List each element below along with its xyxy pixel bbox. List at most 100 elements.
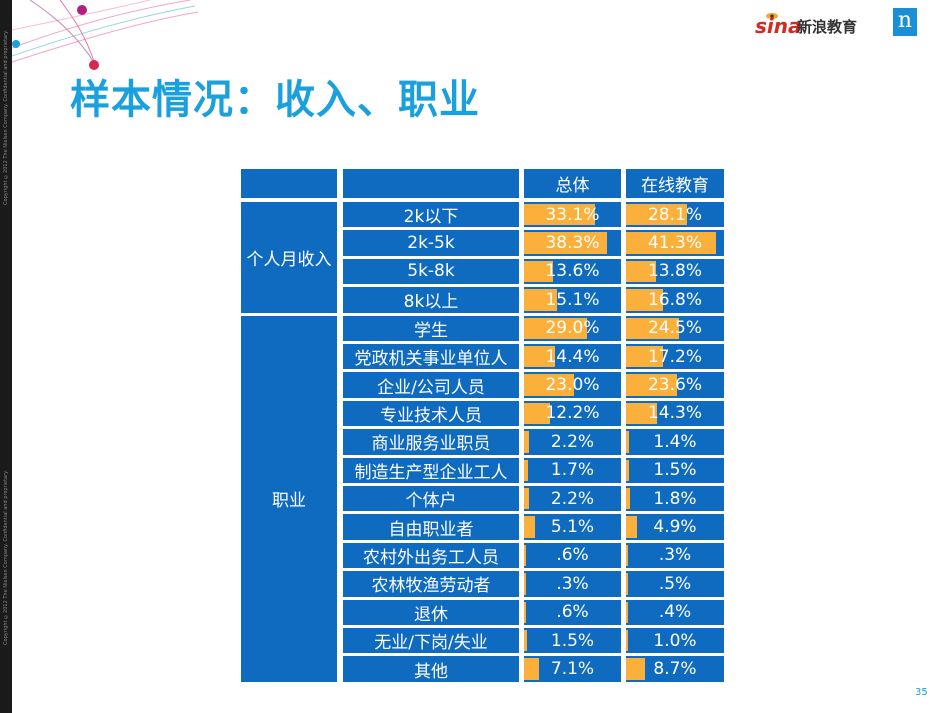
overall-value-cell: .6% <box>524 599 621 625</box>
sina-eye-icon <box>766 13 778 19</box>
online-value-cell: 1.8% <box>626 486 724 512</box>
overall-value-text: .6% <box>556 602 589 623</box>
online-value-text: 1.5% <box>653 460 697 481</box>
overall-value-cell: 2.2% <box>524 486 621 512</box>
online-value-bar <box>626 317 680 339</box>
overall-value-bar <box>524 488 529 510</box>
row-label-cell: 农林牧渔劳动者 <box>343 571 519 597</box>
row-label-cell: 党政机关事业单位人 <box>343 344 519 370</box>
online-value-bar <box>626 488 630 510</box>
online-value-bar <box>626 630 629 652</box>
online-value-text: 16.8% <box>647 289 702 310</box>
online-value-bar <box>626 516 637 538</box>
online-value-bar <box>626 402 658 425</box>
online-value-text: 17.2% <box>647 346 702 367</box>
row-label-cell: 2k以下 <box>343 202 519 228</box>
overall-value-text: 38.3% <box>545 233 600 254</box>
online-value-cell: 17.2% <box>626 344 724 370</box>
overall-value-cell: 29.0% <box>524 315 621 341</box>
row-label-cell: 商业服务业职员 <box>343 429 519 455</box>
page-title: 样本情况：收入、职业 <box>70 77 480 123</box>
online-value-bar <box>626 459 630 481</box>
overall-value-cell: 5.1% <box>524 514 621 540</box>
overall-value-text: .3% <box>556 573 589 594</box>
overall-value-cell: 14.4% <box>524 344 621 370</box>
copyright-text-bottom: Copyright ©2012 The Nielsen Company. Con… <box>3 470 9 645</box>
online-value-cell: 13.8% <box>626 258 724 285</box>
overall-value-cell: 12.2% <box>524 400 621 427</box>
overall-value-bar <box>524 374 574 396</box>
overall-value-cell: 2.2% <box>524 429 621 455</box>
overall-value-text: 15.1% <box>545 289 600 310</box>
overall-value-bar <box>524 260 554 283</box>
row-label-cell: 退休 <box>343 599 519 625</box>
nielsen-logo: n <box>893 8 917 36</box>
online-value-text: .3% <box>658 545 692 566</box>
online-value-cell: 16.8% <box>626 287 724 313</box>
overall-value-text: 13.6% <box>545 261 600 282</box>
row-label-cell: 个体户 <box>343 486 519 512</box>
online-value-cell: 4.9% <box>626 514 724 540</box>
row-label-cell: 2k-5k <box>343 230 519 256</box>
online-value-cell: .4% <box>626 599 724 625</box>
overall-value-cell: 33.1% <box>524 202 621 228</box>
online-value-text: 41.3% <box>647 233 702 254</box>
overall-value-bar <box>524 431 529 453</box>
left-copyright-strip: Copyright ©2012 The Nielsen Company. Con… <box>0 0 12 713</box>
overall-value-bar <box>524 289 557 311</box>
online-value-bar <box>626 658 645 680</box>
overall-value-cell: 7.1% <box>524 656 621 682</box>
overall-value-bar <box>524 544 526 567</box>
online-value-cell: 24.5% <box>626 315 724 341</box>
overall-value-bar <box>524 317 587 339</box>
online-value-bar <box>626 374 678 396</box>
overall-value-text: 5.1% <box>550 517 595 538</box>
online-value-bar <box>626 289 663 311</box>
row-label-cell: 8k以上 <box>343 287 519 313</box>
online-value-text: 8.7% <box>653 659 697 680</box>
overall-value-bar <box>524 346 556 368</box>
online-value-cell: .3% <box>626 542 724 569</box>
row-label-cell: 企业/公司人员 <box>343 372 519 398</box>
header-cell: 在线教育 <box>626 169 724 198</box>
overall-value-bar <box>524 658 540 680</box>
online-value-text: 13.8% <box>647 261 702 282</box>
sina-logo-text: sina <box>755 14 802 38</box>
overall-value-cell: 1.7% <box>524 457 621 483</box>
overall-value-text: 1.7% <box>550 460 595 481</box>
overall-value-cell: .3% <box>524 571 621 597</box>
online-value-cell: 8.7% <box>626 656 724 682</box>
overall-value-text: 2.2% <box>550 431 595 452</box>
online-value-text: 1.8% <box>653 488 697 509</box>
online-value-bar <box>626 431 630 453</box>
online-value-bar <box>626 544 628 567</box>
online-value-cell: 41.3% <box>626 230 724 256</box>
online-value-text: 24.5% <box>647 318 702 339</box>
overall-value-bar <box>524 232 607 254</box>
header-cell <box>241 169 337 198</box>
online-value-bar <box>626 601 628 623</box>
online-value-bar <box>626 346 664 368</box>
header-cell <box>343 169 519 198</box>
row-label-cell: 其他 <box>343 656 519 682</box>
online-value-bar <box>626 232 716 254</box>
decorative-network-graphic <box>11 0 199 70</box>
overall-value-bar <box>524 402 551 425</box>
sina-edu-logo-text: 新浪教育 <box>797 18 858 36</box>
online-value-text: .4% <box>658 602 692 623</box>
overall-value-bar <box>524 516 535 538</box>
online-value-text: 1.4% <box>653 431 697 452</box>
group-label-cell: 职业 <box>241 315 337 682</box>
overall-value-text: 1.5% <box>550 630 595 651</box>
overall-value-cell: 38.3% <box>524 230 621 256</box>
overall-value-bar <box>524 573 526 595</box>
overall-value-bar <box>524 630 528 652</box>
online-value-text: 14.3% <box>647 403 702 424</box>
online-value-bar <box>626 573 628 595</box>
online-value-text: .5% <box>658 573 692 594</box>
overall-value-text: 12.2% <box>545 403 600 424</box>
overall-value-cell: 15.1% <box>524 287 621 313</box>
online-value-cell: 23.6% <box>626 372 724 398</box>
online-value-bar <box>626 204 688 226</box>
overall-value-text: 2.2% <box>550 488 595 509</box>
